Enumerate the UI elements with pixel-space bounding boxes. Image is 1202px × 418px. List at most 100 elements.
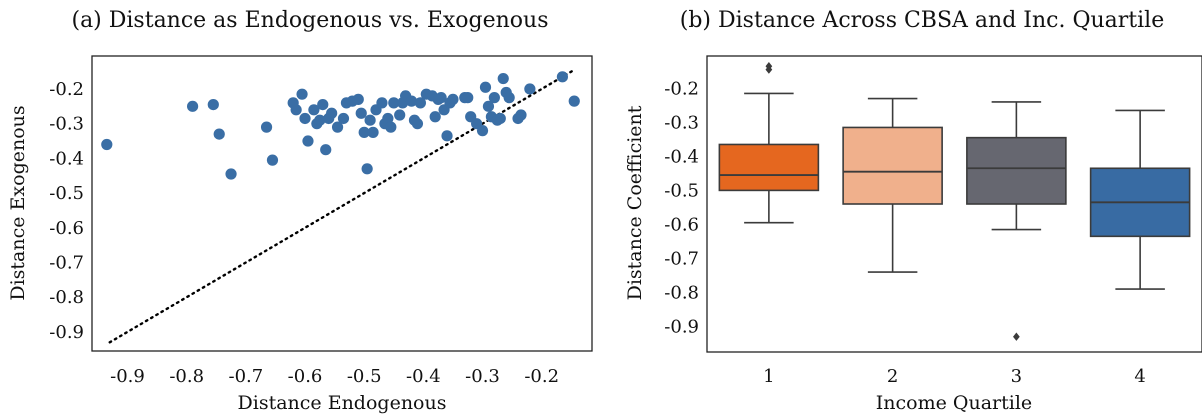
x-tick-label: 1 bbox=[763, 366, 774, 387]
scatter-point bbox=[488, 92, 500, 104]
scatter-point bbox=[101, 138, 113, 151]
scatter-point bbox=[447, 93, 459, 105]
scatter-point bbox=[515, 109, 527, 121]
scatter-point bbox=[503, 92, 515, 104]
scatter-point bbox=[352, 93, 364, 105]
scatter-point bbox=[266, 154, 279, 166]
scatter-point bbox=[260, 121, 273, 133]
x-tick-label: 2 bbox=[887, 366, 898, 387]
scatter-point bbox=[376, 97, 388, 109]
boxplot-y-axis-label: Distance Coefficient bbox=[624, 105, 646, 300]
y-tick-label: -0.5 bbox=[49, 183, 84, 204]
scatter-point bbox=[482, 100, 495, 112]
scatter-point bbox=[290, 104, 302, 116]
y-tick-label: -0.4 bbox=[49, 148, 84, 169]
scatter-point bbox=[299, 112, 311, 125]
x-tick-label: -0.3 bbox=[465, 366, 500, 387]
scatter-point bbox=[225, 168, 237, 180]
scatter-point bbox=[186, 100, 199, 112]
box-group bbox=[718, 62, 820, 224]
boxplot-x-axis-label: Income Quartile bbox=[876, 392, 1032, 414]
y-tick-label: -0.5 bbox=[664, 180, 699, 201]
y-tick-label: -0.6 bbox=[49, 218, 84, 239]
y-tick-label: -0.7 bbox=[49, 253, 84, 274]
y-tick-label: -0.3 bbox=[49, 114, 84, 135]
scatter-point bbox=[524, 83, 536, 95]
box-group bbox=[842, 97, 943, 273]
scatter-point bbox=[308, 104, 320, 116]
scatter-point bbox=[317, 98, 329, 111]
scatter-point bbox=[207, 98, 219, 111]
scatter-point bbox=[388, 97, 400, 109]
boxplot-title: (b) Distance Across CBSA and Inc. Quarti… bbox=[680, 8, 1164, 33]
box bbox=[966, 136, 1067, 205]
box bbox=[842, 126, 943, 205]
scatter-point bbox=[494, 112, 506, 125]
y-tick-label: -0.7 bbox=[664, 248, 699, 269]
y-tick-label: -0.8 bbox=[664, 282, 699, 303]
scatter-point bbox=[435, 92, 447, 104]
scatter-point bbox=[296, 88, 308, 100]
outlier-point bbox=[1013, 332, 1020, 341]
box-group bbox=[1089, 109, 1191, 290]
scatter-point bbox=[326, 107, 338, 119]
x-tick-label: -0.2 bbox=[524, 366, 559, 387]
identity-reference-line bbox=[108, 68, 576, 344]
scatter-point bbox=[462, 92, 474, 104]
y-tick-label: -0.9 bbox=[49, 322, 84, 343]
boxplot-ticks: -0.9 -0.8 -0.7 -0.6 -0.5 -0.4 -0.3 -0.2 1 2 3 4 bbox=[664, 78, 1146, 387]
scatter-point bbox=[361, 163, 373, 175]
scatter-y-axis-label: Distance Exogenous bbox=[7, 105, 29, 300]
scatter-point bbox=[497, 72, 509, 85]
scatter-point bbox=[364, 114, 376, 126]
y-tick-label: -0.6 bbox=[664, 214, 699, 235]
boxplot-plot-frame bbox=[706, 55, 1202, 353]
x-tick-label: 3 bbox=[1011, 366, 1022, 387]
scatter-point bbox=[429, 111, 441, 123]
scatter-point bbox=[382, 112, 394, 125]
scatter-point bbox=[385, 121, 397, 133]
scatter-title: (a) Distance as Endogenous vs. Exogenous bbox=[71, 8, 548, 33]
scatter-point bbox=[405, 95, 418, 107]
scatter-point bbox=[394, 109, 406, 121]
scatter-x-axis-label: Distance Endogenous bbox=[238, 392, 447, 414]
scatter-point bbox=[556, 71, 569, 83]
y-tick-label: -0.8 bbox=[49, 287, 84, 308]
boxplot-boxes bbox=[718, 62, 1191, 341]
y-tick-label: -0.9 bbox=[664, 316, 699, 337]
box bbox=[718, 143, 820, 192]
scatter-points bbox=[101, 71, 580, 180]
scatter-point bbox=[479, 81, 492, 93]
y-tick-label: -0.4 bbox=[664, 146, 699, 167]
scatter-point bbox=[302, 135, 314, 147]
scatter-panel: (a) Distance as Endogenous vs. Exogenous… bbox=[7, 8, 593, 414]
scatter-point bbox=[441, 130, 453, 142]
scatter-point bbox=[358, 126, 370, 138]
scatter-plot-frame bbox=[91, 55, 593, 352]
reference-line bbox=[108, 68, 576, 344]
scatter-point bbox=[213, 128, 225, 140]
scatter-point bbox=[331, 121, 344, 133]
x-tick-label: 4 bbox=[1134, 366, 1145, 387]
x-tick-label: -0.8 bbox=[169, 366, 204, 387]
scatter-point bbox=[367, 126, 379, 138]
scatter-point bbox=[411, 118, 424, 130]
x-tick-label: -0.7 bbox=[228, 366, 263, 387]
x-tick-label: -0.6 bbox=[288, 366, 323, 387]
scatter-point bbox=[414, 97, 427, 109]
x-tick-label: -0.5 bbox=[347, 366, 382, 387]
scatter-point bbox=[568, 95, 580, 107]
y-tick-label: -0.3 bbox=[664, 112, 699, 133]
outlier-point bbox=[765, 65, 773, 74]
box-group bbox=[966, 101, 1067, 341]
scatter-ticks: -0.9 -0.8 -0.7 -0.6 -0.5 -0.4 -0.3 -0.2 -0.9 -0.8… bbox=[49, 79, 559, 387]
scatter-point bbox=[476, 125, 489, 137]
y-tick-label: -0.2 bbox=[664, 78, 699, 99]
boxplot-panel: (b) Distance Across CBSA and Inc. Quarti… bbox=[624, 8, 1202, 414]
x-tick-label: -0.9 bbox=[110, 366, 145, 387]
scatter-point bbox=[320, 144, 332, 156]
y-tick-label: -0.2 bbox=[49, 79, 84, 100]
scatter-point bbox=[314, 114, 326, 126]
x-tick-label: -0.4 bbox=[406, 366, 441, 387]
